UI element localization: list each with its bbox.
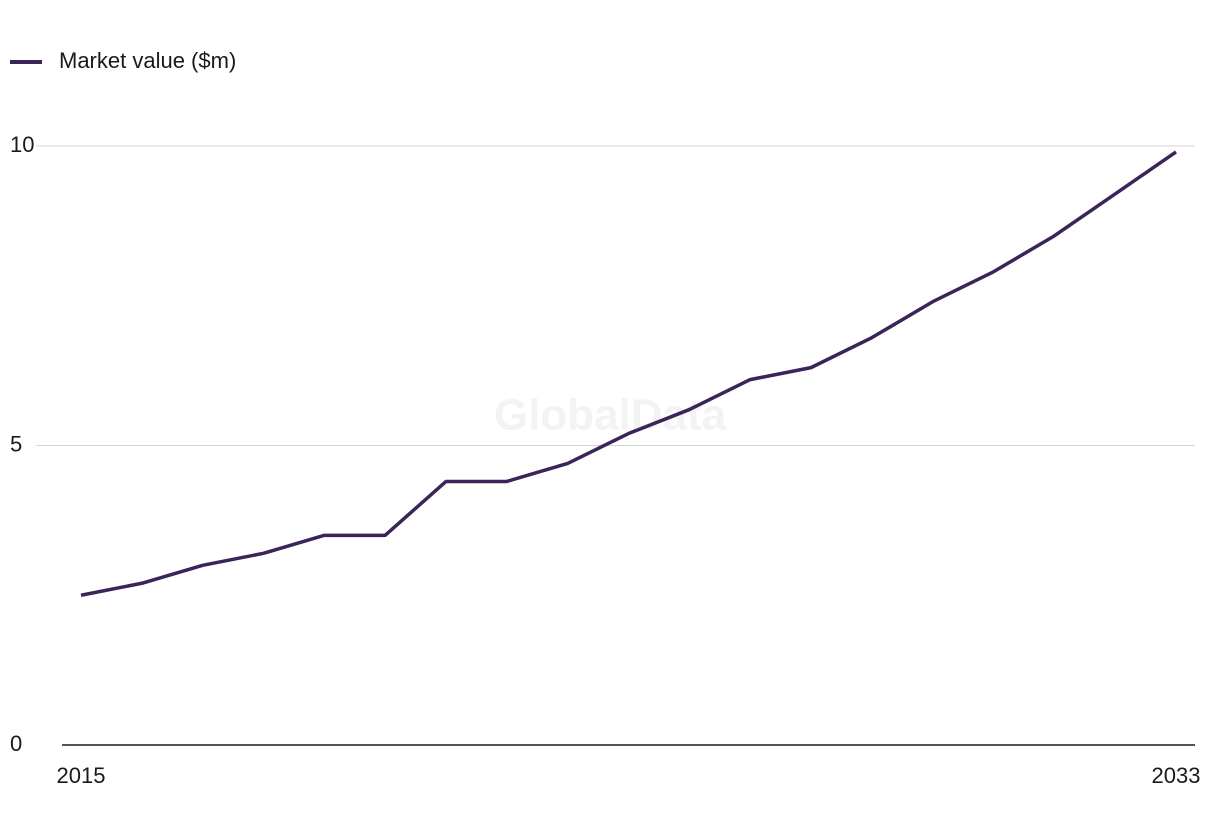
legend-label: Market value ($m) [59,48,236,73]
y-tick-label: 5 [10,431,22,456]
y-tick-label: 0 [10,731,22,756]
x-tick-label: 2033 [1152,763,1201,788]
line-series [80,150,1177,597]
watermark: GlobalData [494,391,727,440]
y-tick-label: 10 [10,132,34,157]
x-tick-label: 2015 [57,763,106,788]
